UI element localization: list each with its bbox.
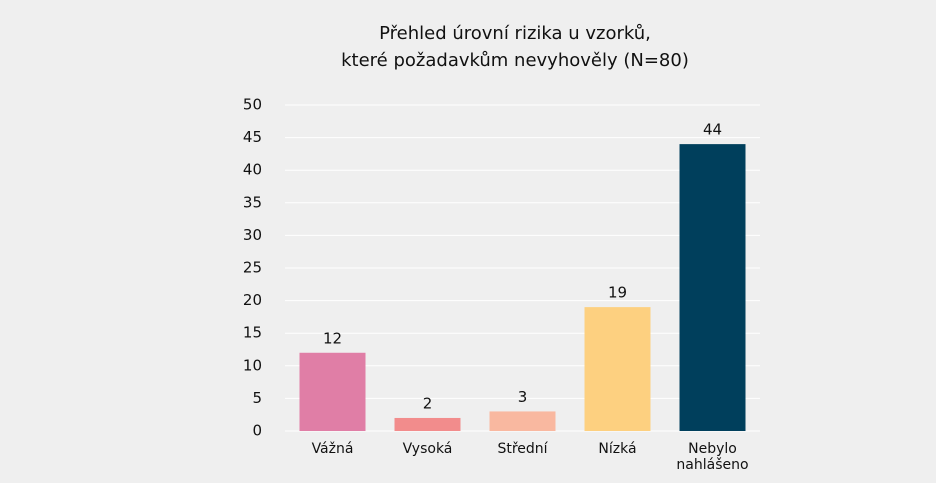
y-tick-label: 20 — [243, 291, 262, 309]
y-tick-label: 35 — [243, 193, 262, 211]
x-tick-label: Nebylo nahlášeno — [676, 441, 749, 473]
value-label: 44 — [703, 121, 722, 139]
bar — [489, 411, 556, 431]
y-tick-label: 30 — [243, 226, 262, 244]
y-tick-label: 45 — [243, 128, 262, 146]
y-tick-label: 50 — [243, 96, 262, 114]
value-label: 12 — [323, 329, 342, 347]
bar — [394, 417, 461, 431]
value-label: 19 — [608, 284, 627, 302]
bar — [679, 144, 746, 431]
bar — [584, 307, 651, 431]
bar — [299, 352, 366, 431]
y-tick-label: 5 — [252, 389, 262, 407]
y-tick-label: 0 — [252, 422, 262, 440]
x-tick-label: Nízká — [598, 441, 637, 457]
x-tick-label: Střední — [497, 441, 548, 457]
chart-title: Přehled úrovní rizika u vzorků, které po… — [341, 23, 689, 71]
value-label: 3 — [518, 388, 528, 406]
y-tick-label: 15 — [243, 324, 262, 342]
y-tick-label: 40 — [243, 161, 262, 179]
y-tick-label: 10 — [243, 356, 262, 374]
x-tick-label: Vážná — [311, 441, 354, 457]
x-tick-label: Vysoká — [402, 441, 453, 457]
y-tick-label: 25 — [243, 259, 262, 277]
value-label: 2 — [423, 394, 433, 412]
